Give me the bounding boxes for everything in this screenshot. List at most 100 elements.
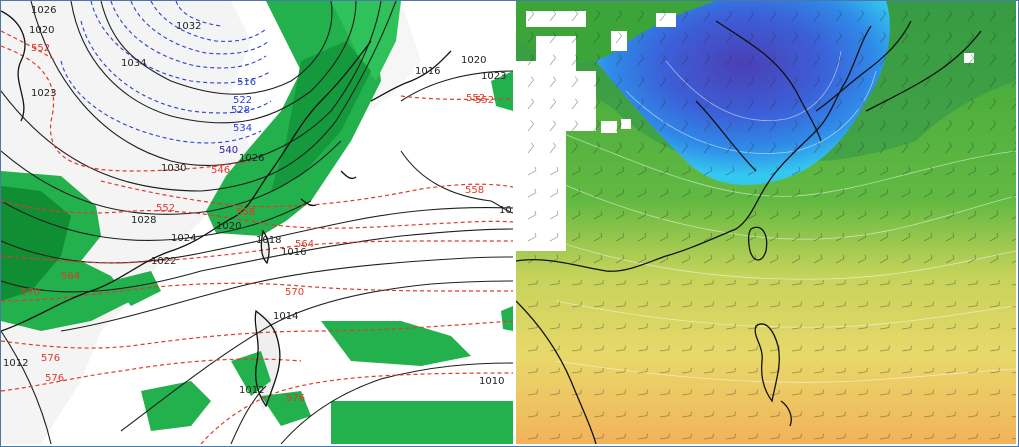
wind-barb [791, 98, 799, 110]
wind-barb [945, 323, 956, 330]
thickness-red-labels: 552 546 552 558 564 570 576 552 558 564 … [21, 43, 494, 404]
wind-barb [923, 54, 931, 66]
wind-barb [593, 389, 604, 396]
isobar-label: 1020 [29, 25, 54, 36]
wind-barb [945, 166, 955, 176]
thickness-label: 540 [219, 145, 238, 156]
wind-barb [879, 345, 890, 352]
wind-barb [615, 389, 626, 396]
thickness-label: 522 [233, 95, 252, 106]
wind-barb [857, 389, 868, 396]
wind-barb [835, 10, 843, 22]
cold-air-mass [596, 1, 890, 185]
wind-barb [703, 367, 714, 374]
wind-barb [791, 279, 802, 286]
wind-barb [835, 411, 846, 418]
wind-barb [659, 345, 670, 352]
wind-barb [901, 32, 909, 44]
wind-barb [769, 10, 777, 22]
wind-barb [527, 98, 535, 110]
wind-barb [1011, 120, 1016, 132]
wind-barb [571, 210, 581, 220]
wind-barb [791, 301, 802, 308]
wind-barb [637, 166, 647, 176]
wind-barb [923, 323, 934, 330]
thickness-label: 546 [211, 165, 230, 176]
wind-barb [835, 188, 845, 198]
wind-barb [791, 232, 801, 242]
wind-barb [945, 98, 953, 110]
isobar-label: 1023 [31, 88, 56, 99]
wind-barb [615, 98, 623, 110]
thickness-red-layer [1, 30, 513, 444]
wind-barb [549, 345, 560, 352]
wind-barb [813, 210, 823, 220]
thickness-label: 564 [295, 239, 314, 250]
wind-barb [549, 411, 560, 418]
wind-barb [703, 389, 714, 396]
wind-barb [549, 210, 559, 220]
wind-barb [857, 10, 865, 22]
wind-barb [549, 323, 560, 330]
wind-barb [593, 32, 601, 44]
wind-barb [923, 98, 931, 110]
wind-barb [549, 389, 560, 396]
wind-barb [725, 367, 736, 374]
wind-barb [549, 32, 557, 44]
wind-barb [1011, 10, 1016, 22]
wind-barb [725, 389, 736, 396]
wind-barb [769, 367, 780, 374]
wind-barbs-layer [527, 10, 1016, 440]
wind-barb [989, 188, 999, 198]
wind-barb [637, 142, 645, 154]
wind-barb [681, 120, 689, 132]
wind-barb [549, 120, 557, 132]
thickness-label: 576 [286, 393, 305, 404]
wind-barb [813, 367, 824, 374]
wind-barb [923, 210, 933, 220]
wind-barb [967, 210, 977, 220]
wind-barb [747, 54, 755, 66]
thickness-label: 552 [475, 95, 494, 106]
wind-barb [879, 411, 890, 418]
wind-barb [769, 98, 777, 110]
wind-barb [615, 345, 626, 352]
wind-barb [813, 32, 821, 44]
wind-barb [681, 76, 689, 88]
wind-barb [945, 389, 956, 396]
wind-barb [945, 142, 953, 154]
wind-barb [857, 120, 865, 132]
wind-barb [769, 254, 779, 264]
wind-barb [857, 254, 867, 264]
wind-barb [703, 254, 713, 264]
thickness-label: 564 [61, 271, 80, 282]
isobar-label: 1028 [131, 215, 156, 226]
wind-barb [681, 210, 691, 220]
wind-barb [747, 433, 758, 440]
wind-barb [593, 433, 604, 440]
wind-barb [615, 279, 626, 286]
wind-barb [901, 367, 912, 374]
wind-barb [681, 279, 692, 286]
wind-barb [857, 279, 868, 286]
wind-barb [879, 120, 887, 132]
wind-barb [813, 389, 824, 396]
wind-barb [747, 254, 757, 264]
wind-barb [659, 367, 670, 374]
wind-barb [879, 142, 887, 154]
isobar-label: 1032 [176, 21, 201, 32]
coastline-layer [1, 10, 452, 408]
thickness-label: 540 [219, 145, 238, 156]
wind-barb [615, 166, 625, 176]
wind-barb [923, 10, 931, 22]
wind-barb [637, 389, 648, 396]
wind-barb [813, 232, 823, 242]
wind-barb [703, 76, 711, 88]
wind-barb [857, 210, 867, 220]
wind-barb [813, 279, 824, 286]
isobar-label: 1034 [121, 58, 146, 69]
wind-barb [659, 54, 667, 66]
wind-barb [901, 142, 909, 154]
isobar-label: 1010 [479, 376, 504, 387]
wind-barb [703, 188, 713, 198]
